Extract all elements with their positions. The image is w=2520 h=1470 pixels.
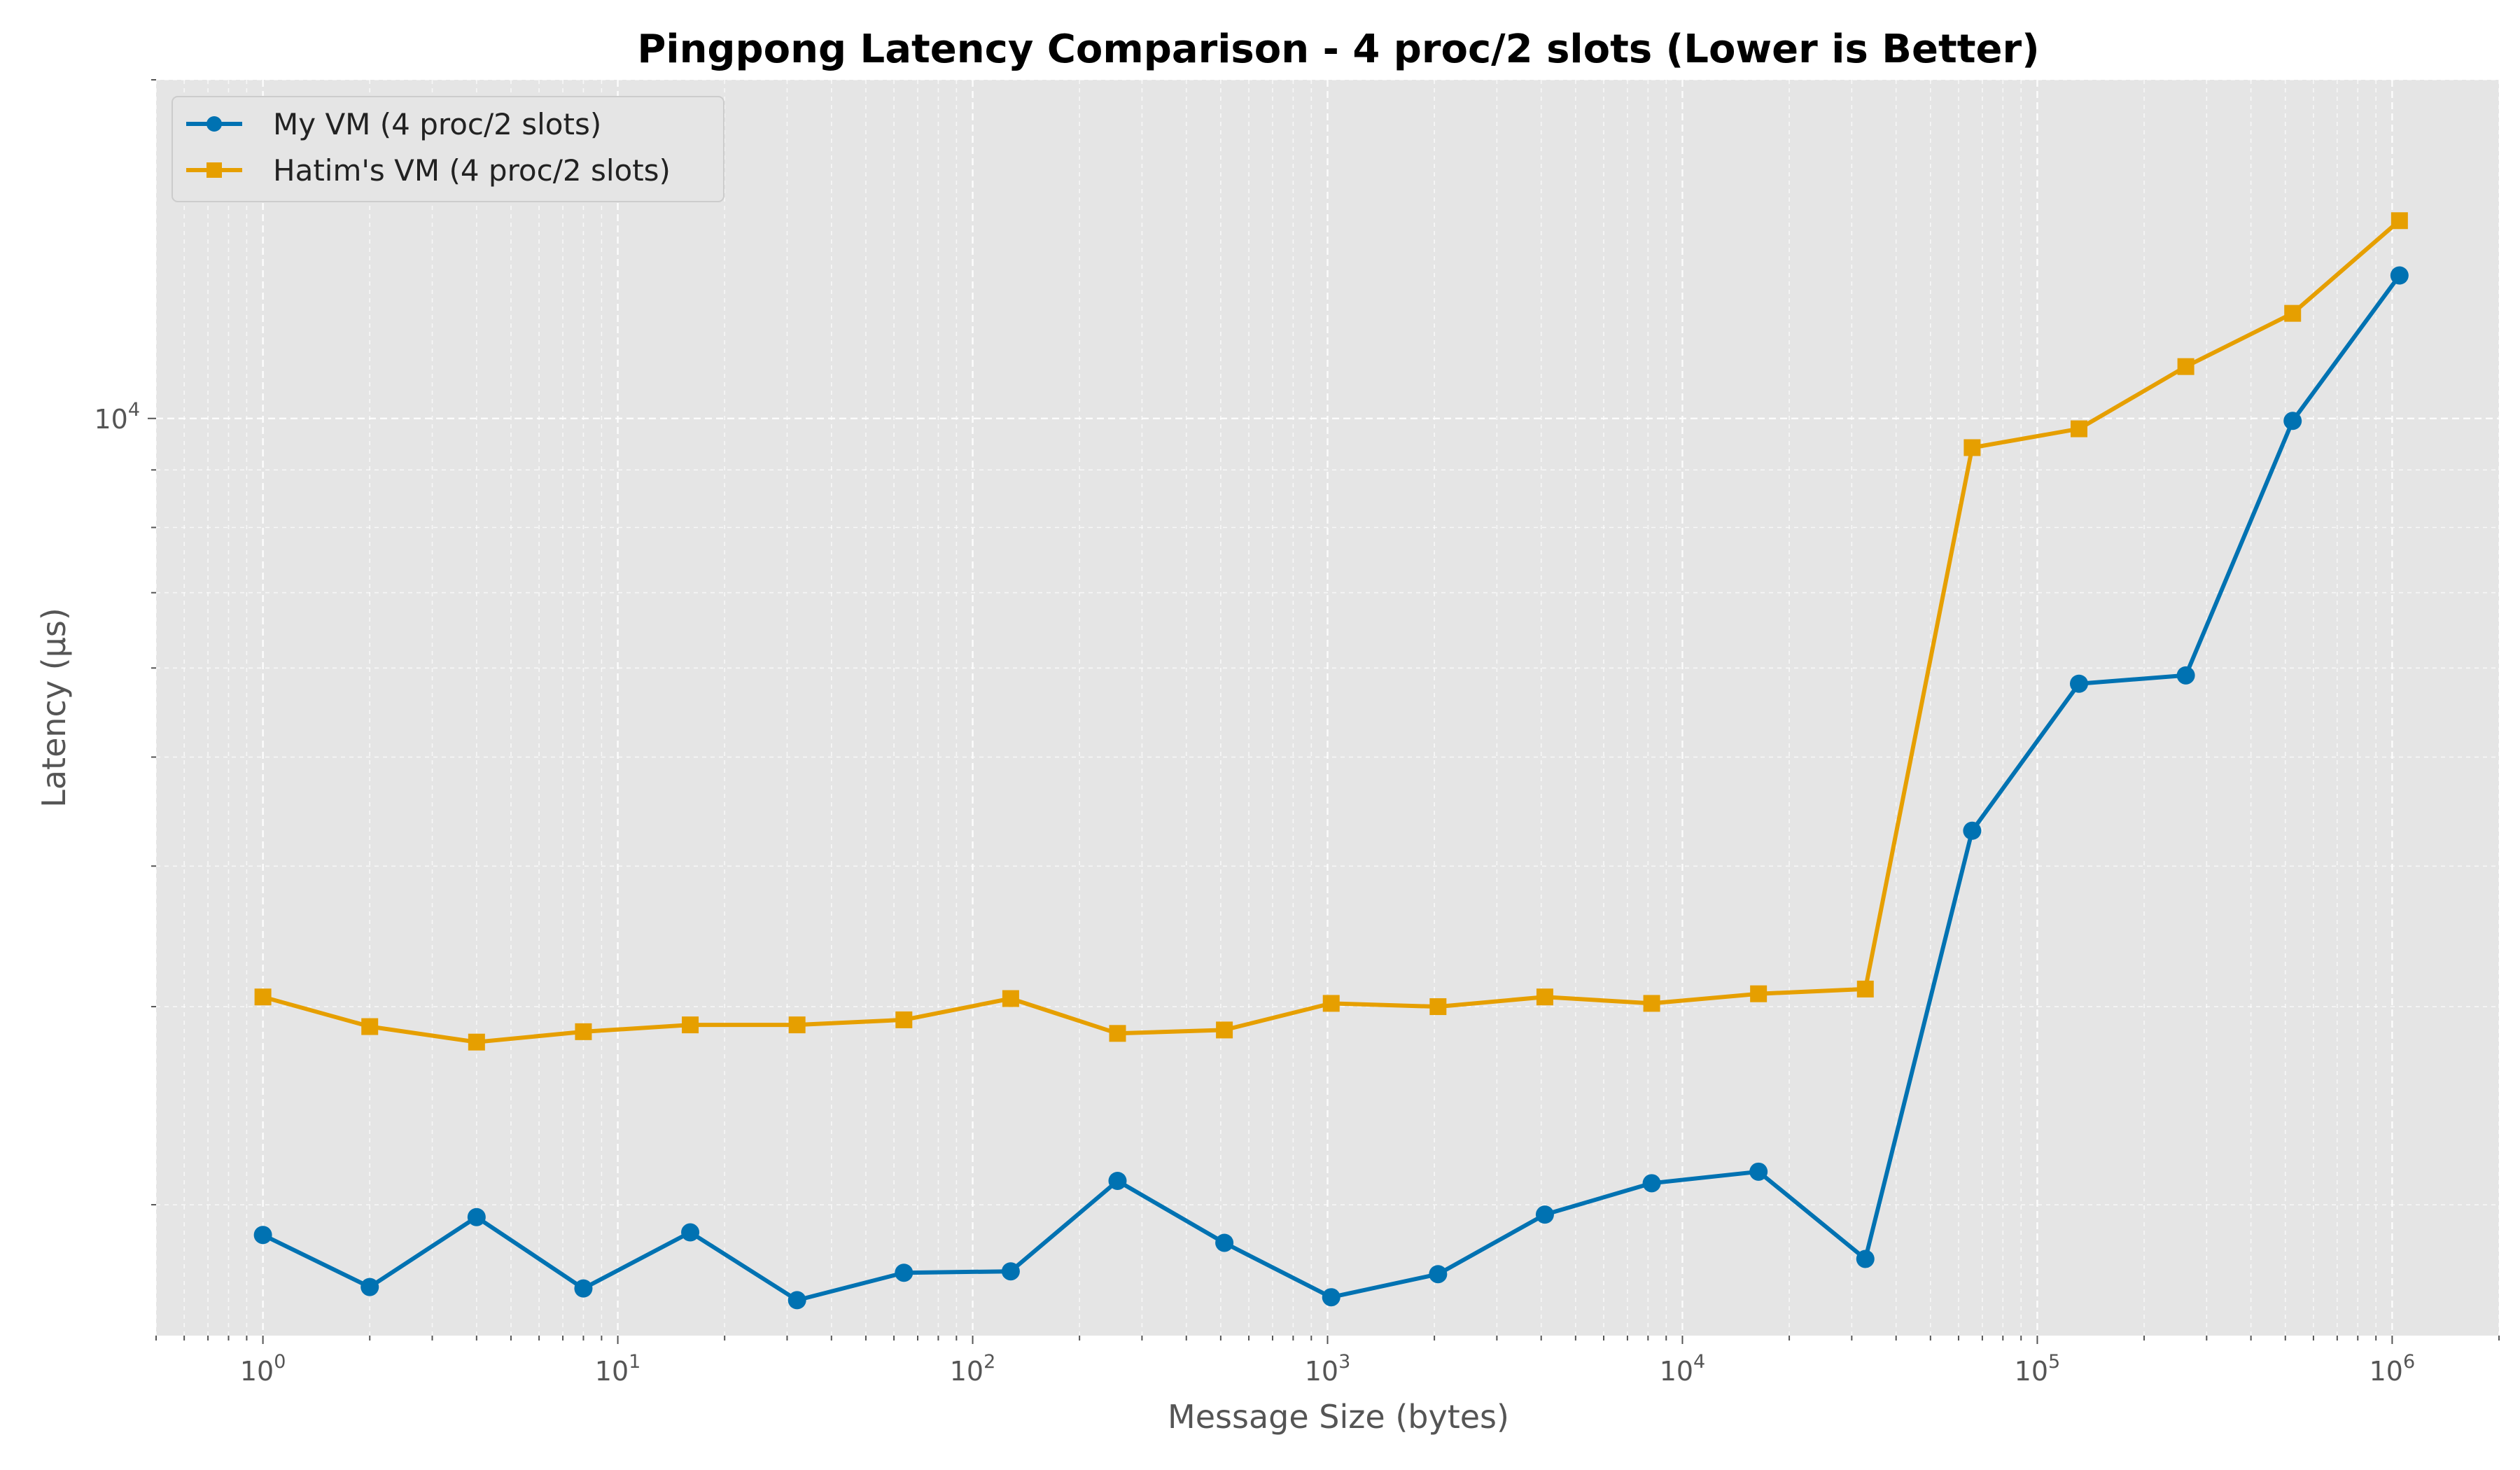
- data-point-my-vm: [1535, 1205, 1554, 1224]
- x-tick-label: 101: [595, 1351, 641, 1387]
- data-point-hatims-vm: [1536, 988, 1553, 1006]
- x-tick-label: 103: [1305, 1351, 1351, 1387]
- data-point-hatims-vm: [575, 1023, 592, 1040]
- legend-marker-hatims-vm: [206, 162, 222, 178]
- data-point-my-vm: [788, 1291, 806, 1310]
- legend-box: [172, 96, 724, 202]
- legend-entry-hatims-vm: Hatim's VM (4 proc/2 slots): [186, 153, 671, 188]
- data-point-my-vm: [467, 1208, 486, 1226]
- data-point-hatims-vm: [1002, 990, 1019, 1007]
- data-point-my-vm: [895, 1264, 913, 1282]
- data-point-my-vm: [2069, 674, 2088, 693]
- data-point-my-vm: [1215, 1233, 1234, 1252]
- x-tick-label: 105: [2015, 1351, 2061, 1387]
- x-tick-label: 100: [240, 1351, 286, 1387]
- data-point-my-vm: [1001, 1262, 1020, 1281]
- data-point-hatims-vm: [1322, 995, 1340, 1012]
- data-point-my-vm: [2283, 412, 2302, 430]
- data-point-hatims-vm: [895, 1011, 913, 1028]
- data-point-hatims-vm: [2390, 212, 2408, 230]
- legend-marker-my-vm: [206, 116, 222, 132]
- data-point-hatims-vm: [1856, 980, 1874, 997]
- data-point-my-vm: [1108, 1171, 1127, 1190]
- data-point-my-vm: [1749, 1162, 1768, 1181]
- data-point-hatims-vm: [2070, 420, 2087, 438]
- data-point-hatims-vm: [1429, 998, 1447, 1016]
- chart-title: Pingpong Latency Comparison - 4 proc/2 s…: [637, 27, 2039, 72]
- legend-label-my-vm: My VM (4 proc/2 slots): [273, 107, 601, 141]
- legend-label-hatims-vm: Hatim's VM (4 proc/2 slots): [273, 153, 671, 188]
- data-point-hatims-vm: [468, 1033, 485, 1051]
- data-point-my-vm: [2176, 666, 2195, 685]
- data-point-my-vm: [360, 1278, 379, 1296]
- data-point-hatims-vm: [1750, 985, 1768, 1002]
- legend-entry-my-vm: My VM (4 proc/2 slots): [186, 107, 601, 141]
- x-tick-label: 106: [2370, 1351, 2416, 1387]
- data-point-my-vm: [1429, 1265, 1448, 1284]
- series-layer: [253, 212, 2409, 1310]
- data-point-hatims-vm: [1109, 1025, 1126, 1042]
- data-point-my-vm: [574, 1279, 593, 1298]
- data-point-hatims-vm: [2177, 358, 2194, 375]
- data-point-hatims-vm: [1216, 1021, 1233, 1039]
- data-point-hatims-vm: [1963, 439, 1981, 456]
- y-tick-label: 104: [94, 399, 140, 435]
- legend: My VM (4 proc/2 slots) Hatim's VM (4 pro…: [172, 96, 724, 202]
- data-point-hatims-vm: [1643, 995, 1660, 1012]
- axes: 100 101 102 103 104 105 106 104: [94, 79, 2500, 1387]
- x-axis-label: Message Size (bytes): [1168, 1398, 1509, 1436]
- data-point-my-vm: [681, 1223, 700, 1242]
- data-point-my-vm: [1856, 1250, 1875, 1268]
- y-axis-label: Latency (µs): [35, 608, 73, 808]
- major-gridlines: [156, 80, 2499, 1336]
- data-point-hatims-vm: [361, 1018, 379, 1035]
- data-point-hatims-vm: [682, 1016, 699, 1034]
- data-point-my-vm: [1642, 1174, 1661, 1193]
- data-point-my-vm: [253, 1226, 272, 1245]
- x-tick-label: 104: [1660, 1351, 1706, 1387]
- data-point-my-vm: [1322, 1288, 1340, 1307]
- data-point-hatims-vm: [254, 988, 272, 1006]
- data-point-my-vm: [2390, 266, 2409, 285]
- x-tick-label: 102: [950, 1351, 996, 1387]
- data-point-my-vm: [1963, 821, 1982, 840]
- data-point-hatims-vm: [2284, 304, 2302, 322]
- data-point-hatims-vm: [788, 1016, 806, 1034]
